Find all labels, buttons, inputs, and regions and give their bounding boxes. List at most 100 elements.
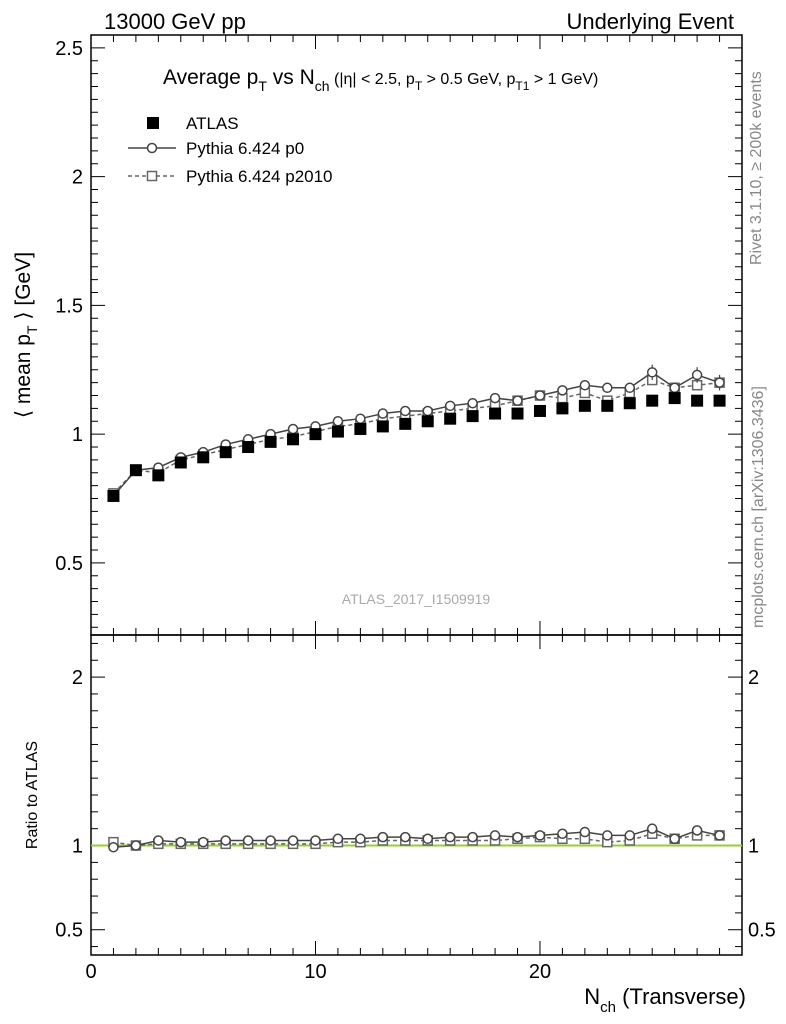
ratio-y-tick-label-left: 2 (72, 667, 83, 689)
ratio-p0-point (197, 836, 209, 848)
main-y-tick-label: 1.5 (55, 295, 83, 317)
main-atlas-point (107, 489, 120, 502)
ratio-y-tick-label-right: 0.5 (748, 920, 776, 942)
header-right-label: Underlying Event (566, 9, 734, 34)
legend-marker-p0 (146, 142, 158, 154)
main-atlas-point (174, 456, 187, 469)
ratio-p0-point (557, 828, 568, 839)
legend-label-p2010: Pythia 6.424 p2010 (186, 167, 333, 186)
ratio-p0-point (646, 823, 658, 834)
ratio-p0-point (512, 831, 523, 843)
ratio-p0-point (602, 830, 613, 841)
ratio-p0-point (108, 841, 119, 853)
main-atlas-point (489, 407, 502, 420)
ratio-p0-point (242, 835, 254, 846)
main-atlas-point (466, 410, 479, 423)
main-p0-point (400, 405, 411, 417)
main-atlas-point (646, 394, 659, 407)
ratio-p0-point (153, 835, 164, 846)
ratio-p0-point (332, 833, 344, 845)
ratio-y-tick-label-left: 1 (72, 836, 83, 858)
ratio-p0-point (534, 830, 546, 841)
main-p0-point (646, 367, 658, 378)
ratio-p0-point (489, 830, 501, 841)
analysis-watermark: ATLAS_2017_I1509919 (342, 591, 491, 607)
mcplots-source-label: mcplots.cern.ch [arXiv:1306.3436] (750, 386, 767, 628)
ratio-p0-point (669, 833, 680, 845)
main-p0-point (557, 385, 568, 396)
main-atlas-point (399, 417, 412, 430)
main-atlas-point (219, 446, 232, 459)
x-tick-label: 10 (304, 961, 326, 983)
ratio-y-tick-label-right: 2 (748, 667, 759, 689)
main-p0-point (669, 382, 680, 394)
main-y-tick-label: 2 (72, 167, 83, 189)
main-atlas-point (152, 469, 165, 482)
main-p0-point (355, 413, 366, 424)
x-tick-label: 0 (85, 961, 96, 983)
ratio-p2010-line (113, 832, 720, 847)
main-y-tick-label: 1 (72, 424, 83, 446)
main-atlas-point (129, 464, 142, 477)
ratio-axis-ticks (91, 635, 743, 955)
ratio-p0-point (355, 833, 366, 845)
ratio-p0-point (624, 830, 636, 841)
main-p0-point (332, 416, 344, 427)
header-left-label: 13000 GeV pp (104, 9, 246, 34)
ratio-p0-point (265, 835, 276, 846)
main-axis-ticks (91, 34, 743, 635)
legend-marker-p2010 (146, 170, 158, 182)
main-p0-point (714, 377, 725, 388)
ratio-p0-point (287, 835, 299, 846)
main-p0-point (489, 392, 501, 404)
ratio-p0-point (579, 826, 591, 838)
ratio-y-axis-label: Ratio to ATLAS (24, 741, 41, 849)
ratio-p0-point (310, 835, 321, 846)
main-p0-point (467, 397, 478, 409)
main-p0-line (112, 371, 720, 497)
ratio-p0-point (691, 825, 703, 836)
main-y-tick-label: 2.5 (55, 38, 83, 60)
ratio-plot-frame (90, 634, 743, 956)
ratio-p0-line (113, 827, 720, 848)
ratio-tick-labels: 0.5 0.5 1 1 2 2 (55, 667, 776, 942)
ratio-p0-point (400, 831, 411, 843)
main-atlas-point (376, 420, 389, 433)
ratio-y-tick-label-right: 1 (748, 836, 759, 858)
main-p0-point (422, 405, 433, 417)
main-atlas-point (197, 451, 210, 464)
legend-label-p0: Pythia 6.424 p0 (186, 139, 304, 158)
x-axis-label: Nch (Transverse) (584, 984, 746, 1016)
ratio-p0-point (467, 831, 478, 843)
main-p0-point (287, 423, 299, 435)
main-p0-point (534, 390, 546, 401)
main-atlas-point (601, 399, 614, 412)
main-p0-point (512, 395, 523, 406)
legend-marker-atlas (147, 117, 159, 129)
main-series-group (107, 364, 726, 502)
ratio-p0-point (444, 831, 456, 843)
main-atlas-point (556, 402, 569, 415)
main-atlas-point (287, 433, 300, 446)
main-atlas-point (533, 404, 546, 417)
main-p2010-line (112, 379, 720, 494)
main-atlas-point (242, 441, 255, 454)
main-p0-point (691, 369, 703, 381)
x-tick-labels: 0 10 20 (85, 961, 551, 983)
main-atlas-point (309, 428, 322, 441)
ratio-series-group (108, 823, 725, 853)
legend-label-atlas: ATLAS (186, 114, 239, 133)
legend: ATLAS Pythia 6.424 p0 Pythia 6.424 p2010 (128, 114, 333, 186)
ratio-p0-point (377, 831, 389, 843)
ratio-p0-point (130, 840, 142, 851)
main-atlas-point (264, 435, 277, 448)
main-y-tick-labels: 0.5 1 1.5 2 2.5 (55, 38, 83, 575)
main-atlas-point (691, 394, 704, 407)
main-p0-point (579, 379, 591, 391)
main-atlas-point (713, 394, 726, 407)
ratio-p0-point (220, 835, 231, 846)
main-y-axis-label: ⟨ mean pT ⟩ [GeV] (12, 252, 40, 418)
main-atlas-point (421, 415, 434, 428)
ratio-p0-point (422, 833, 433, 845)
